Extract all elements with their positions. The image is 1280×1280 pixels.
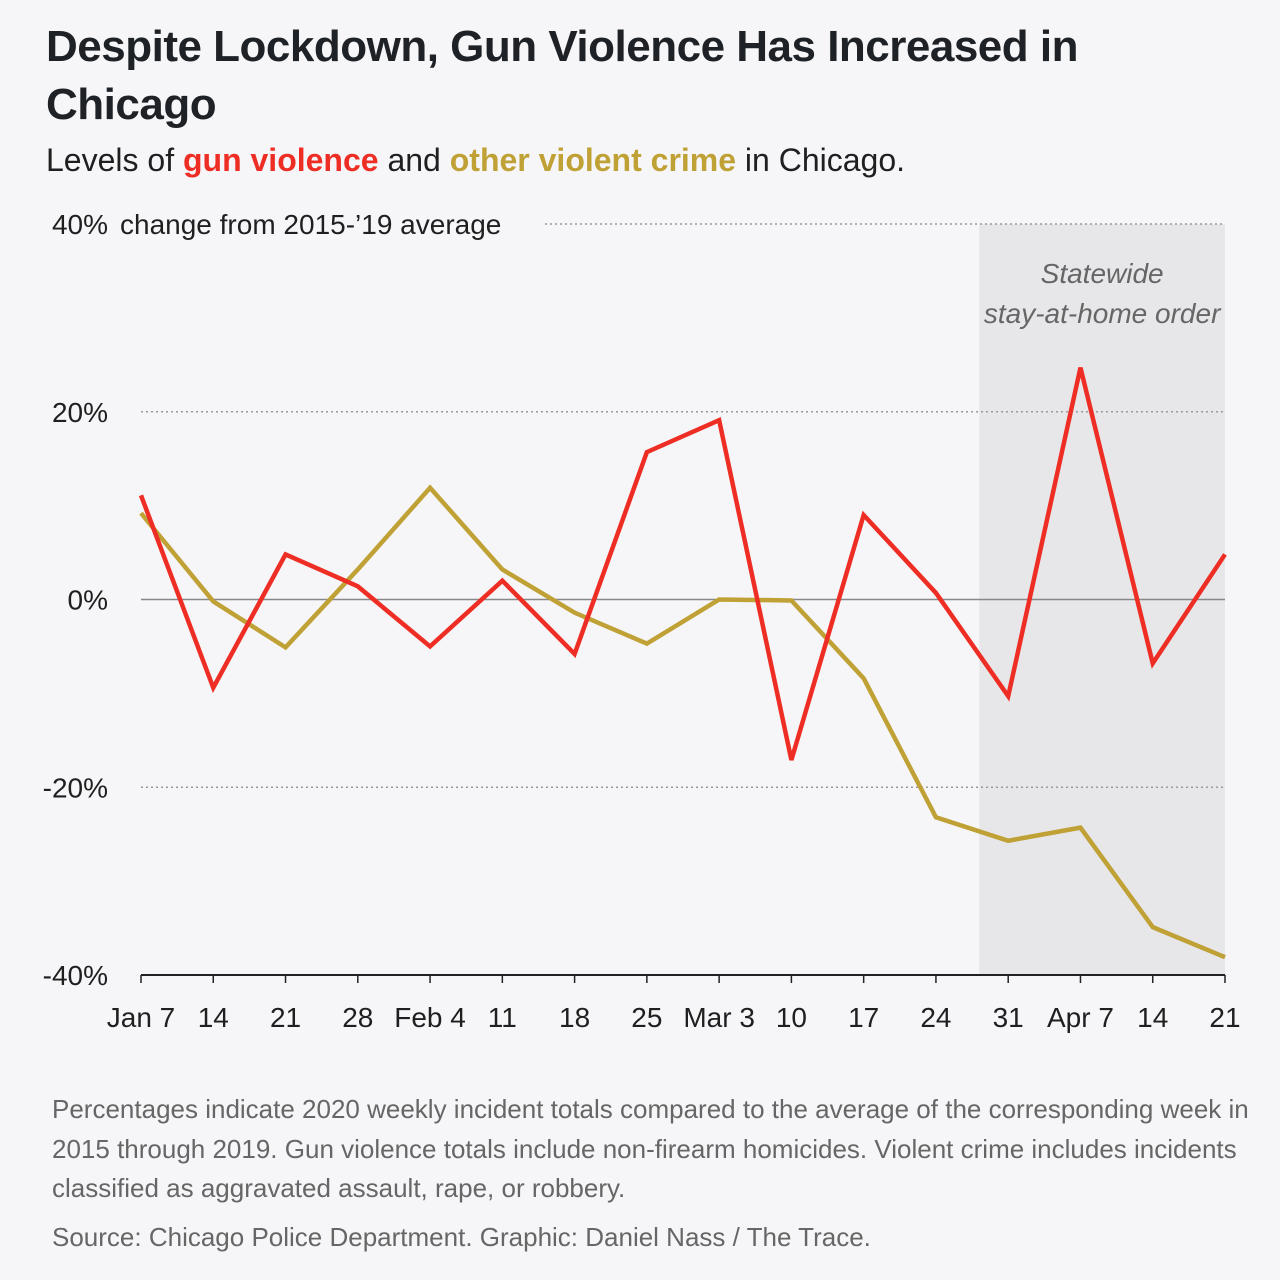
y-axis-label: change from 2015-’19 average — [120, 209, 501, 240]
x-tick-label: 25 — [631, 1002, 662, 1033]
x-tick-label: 21 — [270, 1002, 301, 1033]
line-chart: Statewide stay-at-home order 40% 20% 0% -20% -… — [43, 209, 1241, 1033]
annotation-text: stay-at-home order — [984, 298, 1222, 329]
annotation-text: Statewide — [1041, 258, 1164, 289]
legend-violent-crime: other violent crime — [449, 142, 737, 178]
series-line-other-violent-crime — [139, 484, 1226, 960]
x-tick-label: 14 — [1137, 1002, 1168, 1033]
y-tick-label: -20% — [43, 772, 108, 803]
x-tick-label: Mar 3 — [683, 1002, 755, 1033]
x-tick-label: 31 — [993, 1002, 1024, 1033]
x-tick-label: 11 — [488, 1002, 517, 1033]
x-tick-label: Apr 7 — [1047, 1002, 1114, 1033]
x-tick-label: 18 — [559, 1002, 590, 1033]
x-tick-label: 24 — [920, 1002, 951, 1033]
chart-subtitle: Levels of gun violence and other violent… — [46, 142, 905, 179]
x-tick-label: Feb 4 — [394, 1002, 466, 1033]
series-line-gun-violence — [138, 367, 1227, 761]
y-tick-label: 0% — [68, 585, 108, 616]
y-tick-label: 20% — [52, 397, 108, 428]
chart-source: Source: Chicago Police Department. Graph… — [52, 1222, 871, 1252]
y-tick-label: 40% — [52, 209, 108, 240]
x-tick-label: 10 — [776, 1002, 807, 1033]
x-tick-label: 28 — [342, 1002, 373, 1033]
x-tick-label: Jan 7 — [107, 1002, 176, 1033]
subtitle-suffix: in Chicago. — [736, 142, 906, 178]
legend-gun-violence: gun violence — [182, 142, 379, 178]
x-tick-label: 17 — [848, 1002, 879, 1033]
x-tick-label: 21 — [1209, 1002, 1240, 1033]
chart-notes: Percentages indicate 2020 weekly inciden… — [52, 1094, 1249, 1203]
y-tick-label: -40% — [43, 960, 108, 991]
subtitle-prefix: Levels of — [46, 142, 183, 178]
chart-title: Despite Lockdown, Gun Violence Has Incre… — [46, 22, 1078, 129]
subtitle-middle: and — [378, 142, 450, 178]
x-tick-label: 14 — [198, 1002, 229, 1033]
